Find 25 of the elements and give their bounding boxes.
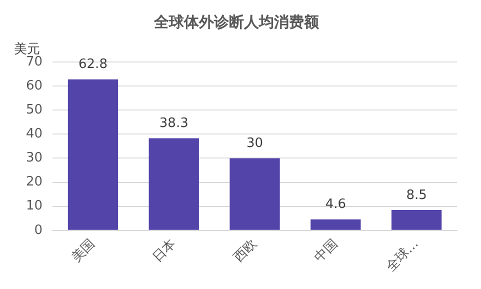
bar [148,138,199,230]
bar [310,219,361,230]
x-tick-label: 中国 [312,236,341,266]
x-tick-label: 美国 [68,236,98,266]
y-tick-label: 40 [26,126,43,142]
bar [68,79,118,230]
y-axis-title: 美元 [14,40,40,57]
bar [230,158,280,230]
y-tick-label: 30 [26,150,43,166]
bar [391,210,442,230]
chart-title: 全球体外诊断人均消费额 [153,12,320,31]
data-label: 8.5 [406,188,427,203]
x-tick-label: 全球… [384,236,422,275]
y-tick-label: 20 [26,174,43,190]
x-tick-label: 西欧 [230,236,260,266]
y-tick-label: 70 [26,54,43,70]
y-tick-label: 10 [26,198,43,214]
data-label: 62.8 [78,57,108,72]
data-label: 38.3 [159,116,188,132]
y-tick-label: 50 [26,102,43,118]
data-label: 30 [246,136,264,152]
x-tick-label: 日本 [150,236,180,266]
y-tick-label: 60 [26,78,43,94]
data-label: 4.6 [325,197,346,212]
y-tick-label: 0 [34,222,43,238]
